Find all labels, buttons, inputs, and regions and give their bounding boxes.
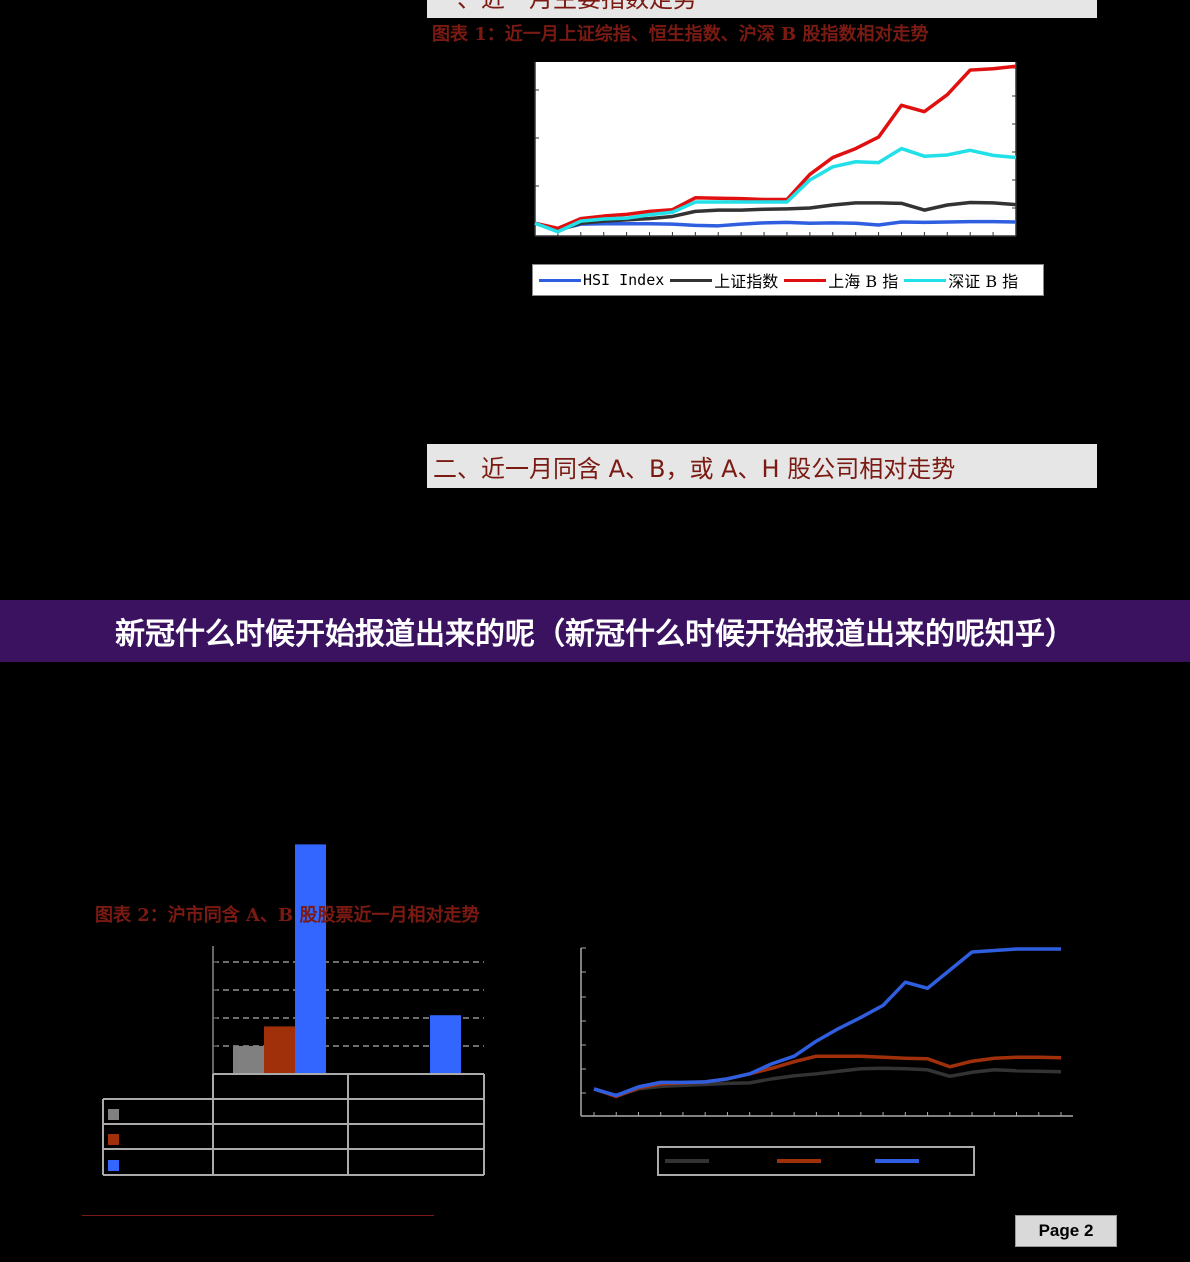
series-line-2 bbox=[534, 64, 1017, 231]
footer-rule bbox=[82, 1215, 434, 1216]
legend-label-shb: 上海 B 指 bbox=[828, 272, 899, 291]
overlay-banner[interactable]: 新冠什么时候开始报道出来的呢（新冠什么时候开始报道出来的呢知乎） bbox=[0, 600, 1190, 662]
series-line-1 bbox=[534, 200, 1017, 233]
legend-label-shz: 上证指数 bbox=[714, 272, 779, 291]
series-line-0 bbox=[593, 1066, 1062, 1098]
legend-swatch-hsi bbox=[539, 278, 581, 282]
section-title-2: 二、近一月同含 A、B，或 A、H 股公司相对走势 bbox=[433, 454, 956, 483]
legend-item-shb: 上海 B 指 bbox=[784, 268, 898, 292]
section-title-bar-2: 二、近一月同含 A、B，或 A、H 股公司相对走势 bbox=[427, 444, 1097, 488]
page-number-badge: Page 2 bbox=[1015, 1215, 1117, 1247]
figure-1-caption: 图表 1：近一月上证综指、恒生指数、沪深 B 股指数相对走势 bbox=[432, 24, 929, 45]
series-line-1 bbox=[593, 1054, 1062, 1099]
series-line-2 bbox=[593, 947, 1061, 1098]
page-number: Page 2 bbox=[1038, 1221, 1094, 1240]
legend-swatch-blue bbox=[875, 1159, 919, 1163]
figure-2-caption: 图表 2：沪市同含 A、B 股股票近一月相对走势 bbox=[95, 905, 480, 926]
table-legend-key-1 bbox=[108, 1134, 119, 1145]
figure-2-bar-plot bbox=[102, 844, 485, 1176]
section-title-bar: 一、近一月主要指数走势 bbox=[427, 0, 1097, 18]
figure-2-line-legend bbox=[657, 1146, 975, 1176]
bar-series-1-cat-0 bbox=[264, 1026, 295, 1074]
legend-swatch-dark bbox=[665, 1159, 709, 1163]
legend-swatch-brown bbox=[777, 1159, 821, 1163]
legend-swatch-shb bbox=[784, 278, 827, 282]
series-line-3 bbox=[534, 146, 1017, 234]
legend-swatch-shz bbox=[670, 278, 713, 282]
legend-label-szb: 深证 B 指 bbox=[948, 272, 1019, 291]
series-line-0 bbox=[534, 219, 1017, 232]
banner-text[interactable]: 新冠什么时候开始报道出来的呢（新冠什么时候开始报道出来的呢知乎） bbox=[115, 617, 1075, 652]
table-legend-key-2 bbox=[108, 1160, 119, 1171]
bar-series-2-cat-1 bbox=[430, 1015, 461, 1074]
legend-item-hsi: HSI Index bbox=[539, 271, 664, 289]
figure-2-line-plot bbox=[580, 947, 1073, 1117]
section-title: 一、近一月主要指数走势 bbox=[433, 0, 697, 14]
bar-series-0-cat-0 bbox=[233, 1046, 264, 1074]
legend-item-szb: 深证 B 指 bbox=[904, 268, 1018, 292]
legend-label-hsi: HSI Index bbox=[583, 271, 665, 289]
bar-series-2-cat-0 bbox=[295, 844, 326, 1074]
legend-item-shz: 上证指数 bbox=[670, 268, 778, 292]
legend-swatch-szb bbox=[904, 278, 947, 282]
table-legend-key-0 bbox=[108, 1109, 119, 1120]
figure-1-plot bbox=[534, 62, 1017, 237]
figure-1-legend: HSI Index 上证指数 上海 B 指 深证 B 指 bbox=[532, 264, 1044, 296]
data-table bbox=[102, 1073, 485, 1176]
